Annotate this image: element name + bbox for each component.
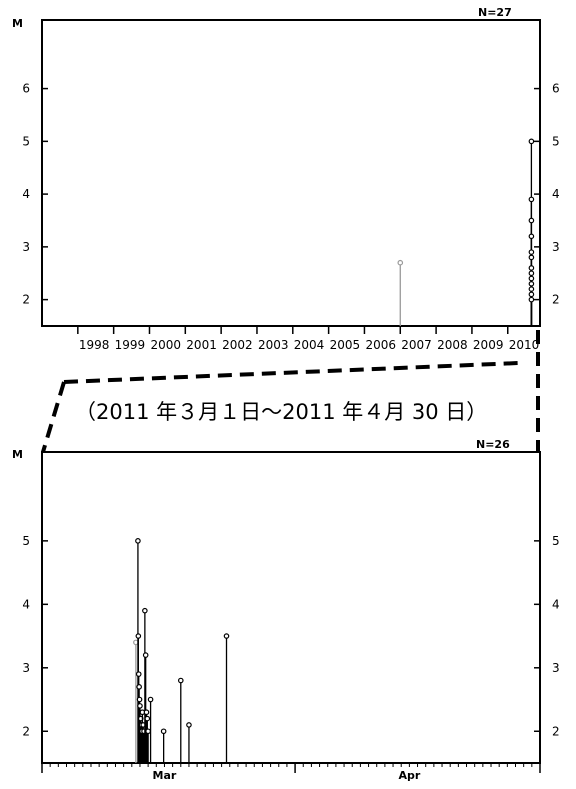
chart-top: M N=27 2 2 3 3 4 4 5 5 6 6 1998 1999 2000 2001 2002 20… bbox=[12, 6, 560, 352]
ytick-label-left: 2 bbox=[22, 724, 30, 738]
grey-point bbox=[397, 259, 404, 266]
ytick-label-left: 4 bbox=[22, 187, 30, 201]
chart-bottom: M N=26 2 2 3 3 4 4 5 5 Mar Apr bbox=[12, 438, 560, 782]
stems-bottom bbox=[133, 538, 230, 763]
black-point bbox=[528, 254, 535, 261]
black-point bbox=[136, 696, 143, 703]
black-point bbox=[528, 196, 535, 203]
xtick-label: 2001 bbox=[186, 338, 217, 352]
black-point bbox=[143, 709, 150, 716]
ylabel-top: M bbox=[12, 17, 23, 30]
black-point bbox=[136, 684, 142, 690]
xtick-label: 2002 bbox=[222, 338, 253, 352]
black-point bbox=[528, 249, 535, 255]
black-point bbox=[137, 703, 143, 709]
black-point bbox=[144, 715, 151, 722]
black-point bbox=[223, 633, 230, 639]
xtick-label: 2000 bbox=[150, 338, 181, 352]
ylabel-bottom: M bbox=[12, 448, 23, 461]
black-point bbox=[528, 280, 535, 287]
count-label-top: N=27 bbox=[478, 6, 512, 19]
xtick-label: 1999 bbox=[115, 338, 146, 352]
black-point bbox=[528, 270, 535, 277]
xtick-label: 1998 bbox=[79, 338, 110, 352]
xtick-label: Apr bbox=[398, 769, 420, 782]
connector-dash-top bbox=[63, 361, 520, 384]
xtick-label: 2010 bbox=[509, 338, 540, 352]
date-range-caption: （2011 年３月１日～2011 年４月 30 日） bbox=[75, 400, 487, 424]
black-point bbox=[528, 138, 535, 145]
black-point bbox=[528, 286, 535, 292]
ytick-label-right: 5 bbox=[552, 534, 560, 548]
ytick-label-right: 6 bbox=[552, 82, 560, 96]
ytick-label-left: 6 bbox=[22, 82, 30, 96]
ytick-label-right: 2 bbox=[552, 724, 560, 738]
xtick-label: 2003 bbox=[258, 338, 289, 352]
yticks-top: 2 2 3 3 4 4 5 5 6 6 bbox=[22, 82, 559, 307]
xtick-label: 2008 bbox=[437, 338, 468, 352]
xtick-label: 2009 bbox=[473, 338, 504, 352]
ytick-label-left: 3 bbox=[22, 240, 30, 254]
black-point bbox=[135, 671, 142, 677]
black-point bbox=[528, 233, 535, 240]
ytick-label-right: 4 bbox=[552, 597, 560, 611]
connector-dash-left bbox=[41, 381, 66, 453]
ytick-label-left: 4 bbox=[22, 597, 30, 611]
ytick-label-right: 4 bbox=[552, 187, 560, 201]
xticks-bottom: Mar Apr bbox=[41, 763, 541, 782]
black-point bbox=[528, 296, 535, 303]
xticks-top: 1998 1999 2000 2001 2002 2003 2004 2005 2006 2007… bbox=[77, 326, 540, 352]
ytick-label-left: 3 bbox=[22, 661, 30, 675]
black-point bbox=[528, 265, 535, 271]
ytick-label-right: 3 bbox=[552, 661, 560, 675]
xtick-label: 2007 bbox=[401, 338, 432, 352]
ytick-label-right: 2 bbox=[552, 293, 560, 307]
ytick-label-left: 2 bbox=[22, 293, 30, 307]
black-point bbox=[528, 291, 535, 298]
black-point bbox=[160, 728, 167, 735]
xtick-label: 2004 bbox=[294, 338, 325, 352]
black-point bbox=[145, 728, 151, 735]
ytick-label-left: 5 bbox=[22, 134, 30, 148]
plot-frame-top bbox=[41, 19, 541, 327]
ytick-label-left: 5 bbox=[22, 534, 30, 548]
black-point bbox=[135, 633, 142, 639]
black-point bbox=[135, 538, 141, 544]
stems-top bbox=[397, 138, 535, 326]
black-point bbox=[142, 652, 149, 658]
yticks-bottom: 2 2 3 3 4 4 5 5 bbox=[22, 534, 559, 738]
xtick-label: 2005 bbox=[330, 338, 361, 352]
black-point bbox=[142, 607, 148, 614]
black-point bbox=[186, 722, 192, 728]
ytick-label-right: 3 bbox=[552, 240, 560, 254]
black-point bbox=[528, 217, 535, 224]
xtick-label: 2006 bbox=[365, 338, 396, 352]
black-point bbox=[528, 275, 535, 282]
black-point bbox=[147, 696, 154, 703]
count-label-bottom: N=26 bbox=[476, 438, 510, 451]
xtick-label: Mar bbox=[153, 769, 177, 782]
black-point bbox=[177, 677, 184, 684]
plot-frame-bottom bbox=[41, 451, 541, 764]
ytick-label-right: 5 bbox=[552, 134, 560, 148]
